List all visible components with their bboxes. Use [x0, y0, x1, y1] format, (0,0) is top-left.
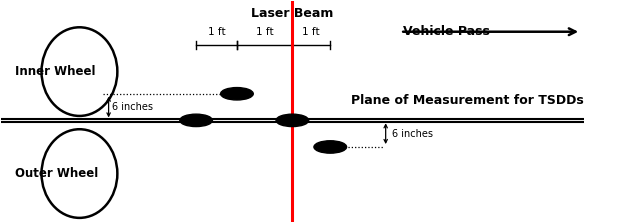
- Text: Outer Wheel: Outer Wheel: [15, 167, 99, 180]
- Text: 6 inches: 6 inches: [112, 102, 152, 112]
- Circle shape: [221, 88, 253, 100]
- Circle shape: [180, 114, 212, 127]
- Text: Plane of Measurement for TSDDs: Plane of Measurement for TSDDs: [351, 94, 583, 107]
- Circle shape: [314, 141, 346, 153]
- Text: Inner Wheel: Inner Wheel: [15, 65, 95, 78]
- Text: Laser Beam: Laser Beam: [251, 7, 334, 20]
- Text: 1 ft: 1 ft: [208, 27, 225, 37]
- Text: Vehicle Pass: Vehicle Pass: [403, 25, 490, 38]
- Circle shape: [276, 114, 309, 127]
- Text: 1 ft: 1 ft: [303, 27, 320, 37]
- Text: 1 ft: 1 ft: [256, 27, 273, 37]
- Text: 6 inches: 6 inches: [391, 129, 432, 139]
